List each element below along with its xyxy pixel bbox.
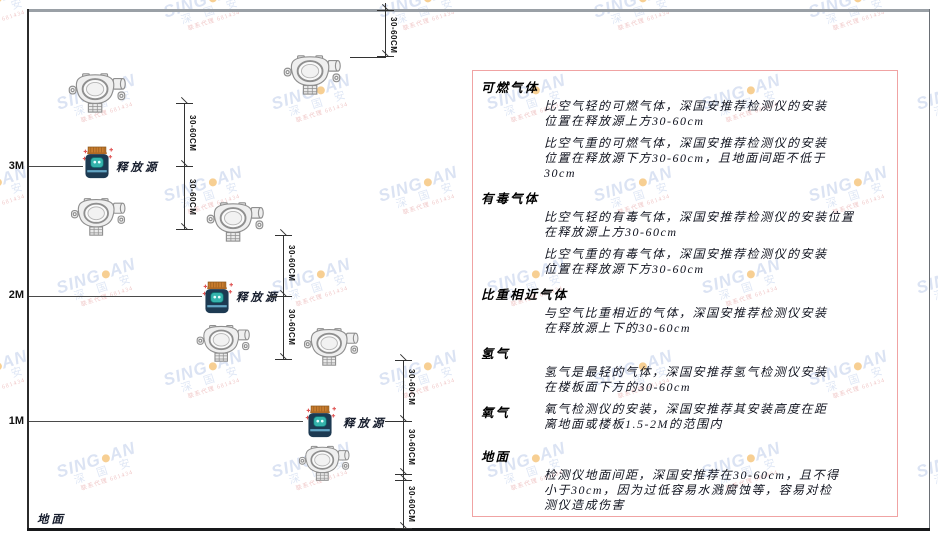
watermark-dot-icon: [637, 0, 648, 4]
dimension-line-ceiling: 30-60CM: [377, 3, 398, 57]
gas-detector-icon: [283, 55, 341, 95]
dimension-label: 30-60CM: [188, 179, 197, 216]
height-label-1m: 1M: [8, 415, 24, 427]
panel-section: 有毒气体 比空气轻的有毒气体，深国安推荐检测仪的安装位置 在释放源上方30-60c…: [481, 188, 887, 277]
guideline-paragraph: 检测仪地面间距，深国安推荐在30-60cm，且不得 小于30cm，因为过低容易水…: [544, 468, 840, 512]
level-line-1m: [29, 421, 303, 422]
release-source-icon: [82, 146, 113, 179]
left-wall-line: [27, 9, 29, 531]
section-heading: 有毒气体: [481, 192, 540, 206]
dimension-label: 30-60CM: [188, 115, 197, 152]
gas-detector-icon: [196, 325, 250, 362]
panel-section: 可燃气体 比空气轻的可燃气体，深国安推荐检测仪的安装 位置在释放源上方30-60c…: [481, 77, 887, 181]
panel-section: 地面检测仪地面间距，深国安推荐在30-60cm，且不得 小于30cm，因为过低容…: [481, 446, 887, 513]
dimension-connector: [385, 421, 403, 422]
dimension-label: 30-60CM: [407, 369, 416, 406]
section-heading: 氧气: [481, 406, 511, 420]
info-panel: 可燃气体 比空气轻的可燃气体，深国安推荐检测仪的安装 位置在释放源上方30-60c…: [472, 70, 898, 517]
panel-section: 比重相近气体与空气比重相近的气体，深国安推荐检测仪安装 在释放源上下的30-60…: [481, 284, 887, 336]
height-label-3m: 3M: [8, 160, 24, 172]
dimension-label: 30-60CM: [287, 309, 296, 346]
watermark-dot-icon: [0, 177, 3, 188]
dimension-line-3m: 30-60CM 30-60CM: [176, 103, 197, 230]
dimension-label: 30-60CM: [407, 486, 416, 523]
dimension-connector: [350, 57, 386, 58]
watermark-dot-icon: [852, 0, 863, 4]
watermark-dot-icon: [207, 177, 218, 188]
height-label-2m: 2M: [8, 289, 24, 301]
watermark-dot-icon: [422, 177, 433, 188]
section-heading: 地面: [481, 450, 511, 464]
dimension-label: 30-60CM: [287, 245, 296, 282]
dimension-line-1m: 30-60CM 30-60CM 30-60CM: [395, 360, 416, 529]
guideline-paragraph: 比空气重的可燃气体，深国安推荐检测仪的安装 位置在释放源下方30-60cm，且地…: [544, 136, 828, 180]
guideline-paragraph: 比空气轻的可燃气体，深国安推荐检测仪的安装 位置在释放源上方30-60cm: [544, 99, 828, 128]
release-source-icon: [202, 281, 233, 314]
release-source-icon: [305, 405, 336, 438]
ground-label: 地面: [37, 514, 66, 526]
gas-detector-icon: [70, 198, 126, 236]
right-border-line: [929, 9, 930, 531]
watermark-dot-icon: [100, 453, 111, 464]
watermark-dot-icon: [422, 0, 433, 4]
watermark-dot-icon: [0, 0, 3, 4]
guideline-paragraph: 氧气检测仪的安装，深国安推荐其安装高度在距 离地面或楼板1.5-2M的范围内: [544, 402, 828, 431]
watermark-dot-icon: [0, 361, 3, 372]
gas-detector-icon: [303, 328, 359, 366]
gas-detector-icon: [206, 202, 264, 242]
section-heading: 氢气: [481, 347, 511, 361]
watermark-dot-icon: [207, 0, 218, 4]
gas-detector-icon: [68, 73, 126, 113]
watermark-dot-icon: [315, 269, 326, 280]
dimension-line-2m: 30-60CM 30-60CM: [275, 235, 296, 360]
ceiling-line: [28, 9, 930, 12]
section-heading: 可燃气体: [481, 81, 540, 95]
guideline-paragraph: 氢气是最轻的气体，深国安推荐氢气检测仪安装 在楼板面下方的30-60cm: [544, 365, 828, 394]
release-source-label: 释放源: [116, 162, 160, 174]
ground-line: [27, 528, 930, 531]
panel-section: 氢气氢气是最轻的气体，深国安推荐氢气检测仪安装 在楼板面下方的30-60cm: [481, 343, 887, 395]
guideline-paragraph: 与空气比重相近的气体，深国安推荐检测仪安装 在释放源上下的30-60cm: [544, 306, 828, 335]
release-source-label: 释放源: [343, 418, 387, 430]
gas-detector-icon: [298, 445, 350, 481]
section-heading: 比重相近气体: [481, 288, 569, 302]
watermark-dot-icon: [100, 269, 111, 280]
dimension-label: 30-60CM: [407, 429, 416, 466]
level-line-3m: [29, 166, 83, 167]
watermark-dot-icon: [422, 361, 433, 372]
dimension-label: 30-60CM: [389, 17, 398, 54]
guideline-paragraph: 比空气轻的有毒气体，深国安推荐检测仪的安装位置 在释放源上方30-60cm: [544, 210, 855, 239]
dimension-connector: [268, 296, 283, 297]
panel-section: 氧气 氧气检测仪的安装，深国安推荐其安装高度在距 离地面或楼板1.5-2M的范围内: [481, 402, 887, 432]
release-source-label: 释放源: [236, 292, 280, 304]
guideline-paragraph: 比空气重的有毒气体，深国安推荐检测仪的安装 位置在释放源下方30-60cm: [544, 247, 828, 276]
level-line-2m: [29, 296, 202, 297]
